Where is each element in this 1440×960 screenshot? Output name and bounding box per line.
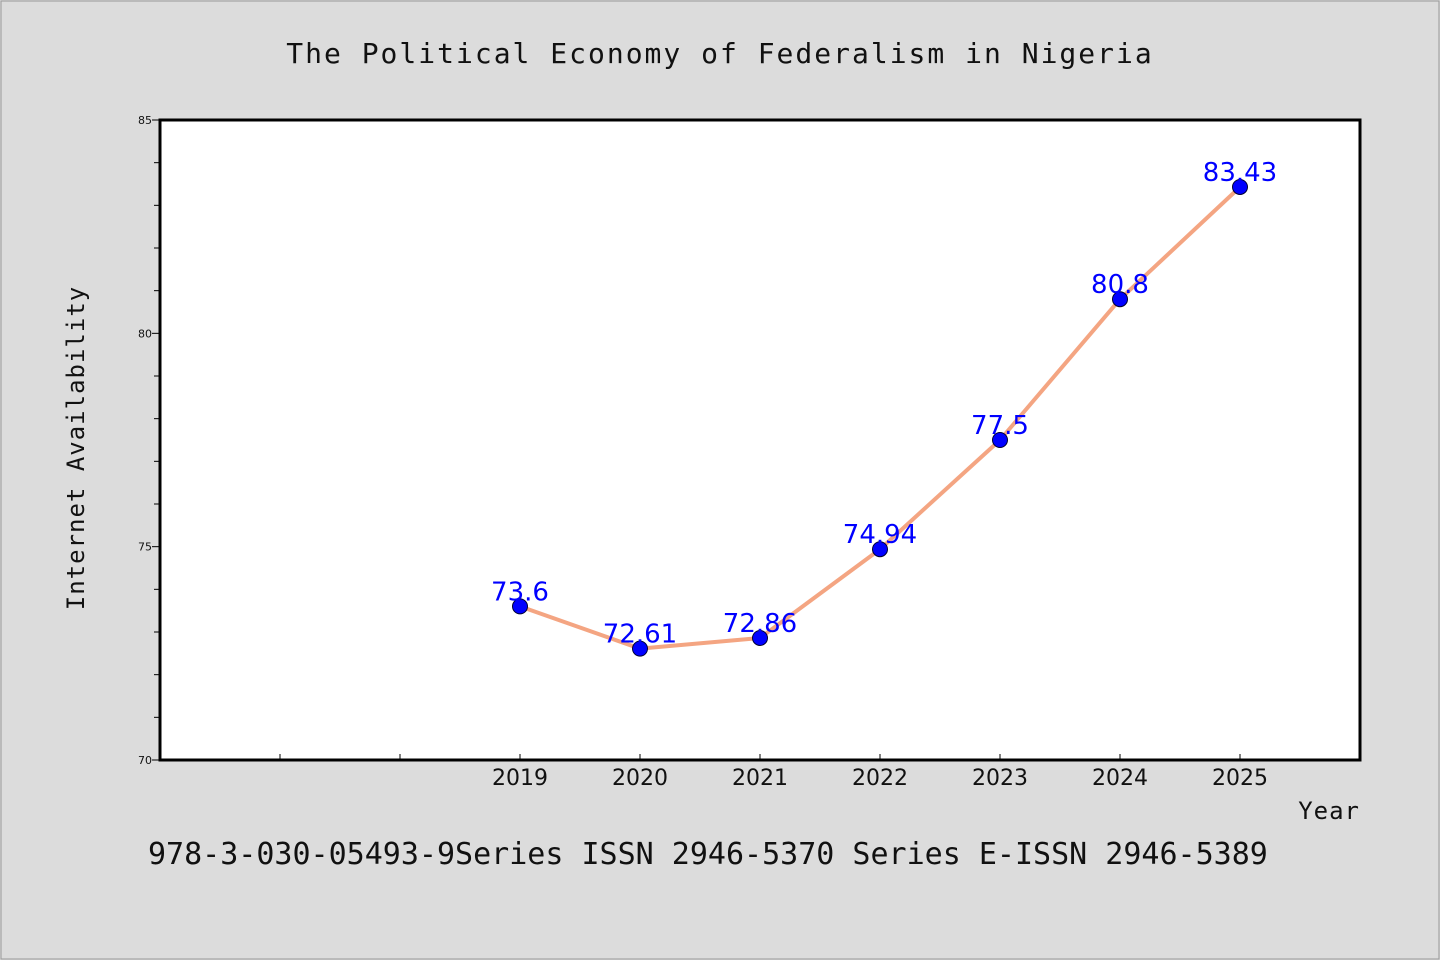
x-tick-label: 2021	[732, 766, 788, 791]
x-axis-ticks: 2019 2020 2021 2022 2023 2024 2025	[159, 754, 1268, 791]
x-tick-label: 2022	[852, 766, 908, 791]
y-tick-label: 70	[138, 754, 152, 767]
data-point	[872, 541, 888, 558]
x-tick-label: 2025	[1212, 766, 1268, 791]
plot-frame	[158, 118, 1362, 762]
x-tick-label: 2023	[972, 766, 1028, 791]
data-label: 73.6	[491, 577, 549, 607]
y-axis-ticks: 70 75 80 85	[138, 114, 160, 767]
y-tick-label: 75	[138, 541, 152, 554]
y-tick-label: 85	[138, 114, 152, 127]
series-layer: 73.6 72.61 72.86 74.94 77.5 80.8 83.43	[491, 158, 1277, 657]
data-label: 72.61	[603, 620, 677, 650]
data-label: 74.94	[843, 520, 917, 550]
footer-issn-text: 978-3-030-05493-9Series ISSN 2946-5370 S…	[148, 837, 1268, 872]
x-tick-label: 2019	[492, 766, 548, 791]
x-axis-label: Year	[1298, 797, 1360, 825]
data-label: 72.86	[723, 609, 797, 639]
data-point	[632, 640, 648, 657]
data-label: 77.5	[971, 411, 1029, 441]
data-point	[1232, 178, 1248, 195]
x-tick-label: 2020	[612, 766, 668, 791]
y-tick-label: 80	[138, 327, 152, 340]
x-tick-label: 2024	[1092, 766, 1148, 791]
data-point	[752, 629, 768, 646]
chart-title: The Political Economy of Federalism in N…	[286, 37, 1153, 70]
data-point	[1112, 291, 1128, 308]
data-point	[992, 432, 1008, 448]
plot-area	[160, 120, 1360, 760]
y-axis-label: Internet Availability	[62, 286, 90, 610]
data-point	[512, 598, 528, 615]
data-label: 83.43	[1203, 158, 1277, 188]
data-label: 80.8	[1091, 270, 1149, 300]
